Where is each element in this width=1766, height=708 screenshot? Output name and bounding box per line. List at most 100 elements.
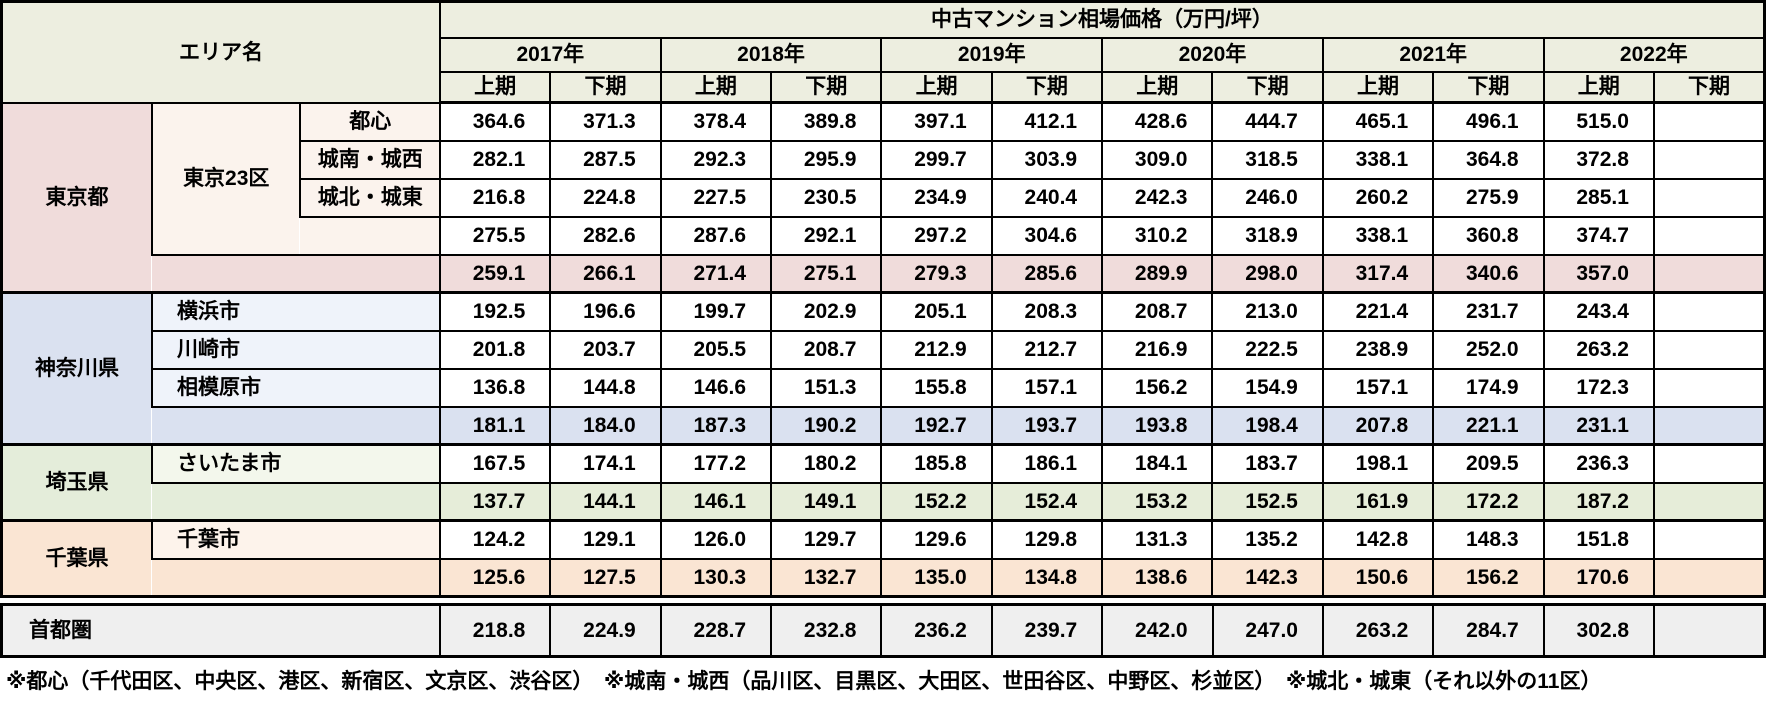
value-cell: 259.1 <box>438 253 552 294</box>
subarea-label: 城南・城西 <box>299 139 441 180</box>
value-cell: 124.2 <box>438 519 552 560</box>
value-cell: 193.7 <box>990 405 1104 446</box>
value-cell: 228.7 <box>659 603 773 658</box>
value-cell: 216.8 <box>438 177 552 218</box>
value-cell: 126.0 <box>659 519 773 560</box>
value-cell <box>1652 367 1766 408</box>
value-cell: 201.8 <box>438 329 552 370</box>
value-cell: 295.9 <box>770 139 883 180</box>
value-cell: 196.6 <box>549 291 662 332</box>
period-header: 下期 <box>1652 70 1766 104</box>
value-cell <box>1652 481 1766 522</box>
value-cell: 205.1 <box>880 291 993 332</box>
value-cell: 275.5 <box>438 215 552 256</box>
value-cell: 231.7 <box>1432 291 1545 332</box>
value-cell: 275.1 <box>770 253 883 294</box>
value-cell: 212.9 <box>880 329 993 370</box>
year-header: 2022年 <box>1542 36 1766 73</box>
value-cell: 389.8 <box>770 101 883 142</box>
value-cell: 338.1 <box>1321 215 1435 256</box>
value-cell: 135.2 <box>1211 519 1324 560</box>
prefecture-label-kanagawa: 神奈川県 <box>0 291 153 446</box>
value-cell: 186.1 <box>990 443 1104 484</box>
value-cell: 161.9 <box>1321 481 1435 522</box>
value-cell: 263.2 <box>1321 603 1435 658</box>
value-cell: 428.6 <box>1101 101 1214 142</box>
table-row: 首都圏 218.8 224.9 228.7 232.8 236.2 239.7 … <box>0 603 1766 658</box>
table-row: 城北・城東 216.8 224.8 227.5 230.5 234.9 240.… <box>2 177 1766 218</box>
value-cell: 364.6 <box>438 101 552 142</box>
value-cell: 397.1 <box>880 101 993 142</box>
value-cell: 263.2 <box>1542 329 1655 370</box>
value-cell: 285.1 <box>1542 177 1655 218</box>
value-cell: 444.7 <box>1211 101 1324 142</box>
value-cell: 146.6 <box>659 367 773 408</box>
value-cell: 372.8 <box>1542 139 1655 180</box>
table-row: 125.6 127.5 130.3 132.7 135.0 134.8 138.… <box>2 557 1766 598</box>
value-cell: 287.6 <box>659 215 773 256</box>
prefecture-label-tokyo: 東京都 <box>0 101 153 294</box>
value-cell: 246.0 <box>1211 177 1324 218</box>
value-cell: 282.1 <box>438 139 552 180</box>
value-cell: 309.0 <box>1101 139 1214 180</box>
value-cell <box>1652 139 1766 180</box>
value-cell: 198.4 <box>1211 405 1324 446</box>
city-label: 川崎市 <box>151 329 441 370</box>
period-header: 上期 <box>880 70 993 104</box>
period-header: 上期 <box>1101 70 1214 104</box>
value-cell: 243.4 <box>1542 291 1655 332</box>
value-cell: 154.9 <box>1211 367 1324 408</box>
value-cell: 129.6 <box>880 519 993 560</box>
price-title: 中古マンション相場価格（万円/坪） <box>438 0 1766 39</box>
value-cell: 298.0 <box>1211 253 1324 294</box>
value-cell: 213.0 <box>1211 291 1324 332</box>
period-header: 上期 <box>438 70 552 104</box>
value-cell: 224.8 <box>549 177 662 218</box>
value-cell: 192.7 <box>880 405 993 446</box>
value-cell: 227.5 <box>659 177 773 218</box>
value-cell: 221.4 <box>1321 291 1435 332</box>
value-cell: 299.7 <box>880 139 993 180</box>
tokyo-average-label-cell <box>152 253 441 294</box>
value-cell: 152.2 <box>880 481 993 522</box>
value-cell <box>1652 557 1766 598</box>
value-cell: 289.9 <box>1101 253 1214 294</box>
value-cell: 297.2 <box>880 215 993 256</box>
period-header: 上期 <box>1321 70 1435 104</box>
period-header: 下期 <box>770 70 883 104</box>
value-cell: 138.6 <box>1101 557 1214 598</box>
subarea-label: 都心 <box>299 101 441 142</box>
value-cell: 193.8 <box>1101 405 1214 446</box>
value-cell: 207.8 <box>1321 405 1435 446</box>
value-cell: 236.2 <box>880 603 993 658</box>
table-row: 2017年 2018年 2019年 2020年 2021年 2022年 <box>2 36 1766 73</box>
value-cell: 198.1 <box>1321 443 1435 484</box>
metro-label: 首都圏 <box>0 603 441 658</box>
value-cell <box>1652 101 1766 142</box>
value-cell: 174.1 <box>549 443 662 484</box>
value-cell: 142.3 <box>1211 557 1324 598</box>
value-cell: 184.1 <box>1101 443 1214 484</box>
table-row: 城南・城西 282.1 287.5 292.3 295.9 299.7 303.… <box>2 139 1766 180</box>
value-cell: 239.7 <box>990 603 1104 658</box>
value-cell: 292.1 <box>770 215 883 256</box>
value-cell: 304.6 <box>990 215 1104 256</box>
value-cell: 357.0 <box>1542 253 1655 294</box>
value-cell: 292.3 <box>659 139 773 180</box>
table-row: 相模原市 136.8 144.8 146.6 151.3 155.8 157.1… <box>2 367 1766 408</box>
value-cell: 184.0 <box>549 405 662 446</box>
value-cell: 151.8 <box>1542 519 1655 560</box>
city-label: 相模原市 <box>151 367 441 408</box>
value-cell <box>1652 329 1766 370</box>
value-cell: 338.1 <box>1321 139 1435 180</box>
period-header: 下期 <box>1432 70 1545 104</box>
city-label: 横浜市 <box>151 291 441 332</box>
value-cell: 285.6 <box>990 253 1104 294</box>
ward-group-label: 東京23区 <box>150 101 302 256</box>
city-label: さいたま市 <box>151 443 441 484</box>
value-cell: 142.8 <box>1321 519 1435 560</box>
value-cell: 177.2 <box>659 443 773 484</box>
value-cell <box>1653 603 1766 658</box>
ward-average-label-cell <box>300 215 441 256</box>
value-cell <box>1652 443 1766 484</box>
